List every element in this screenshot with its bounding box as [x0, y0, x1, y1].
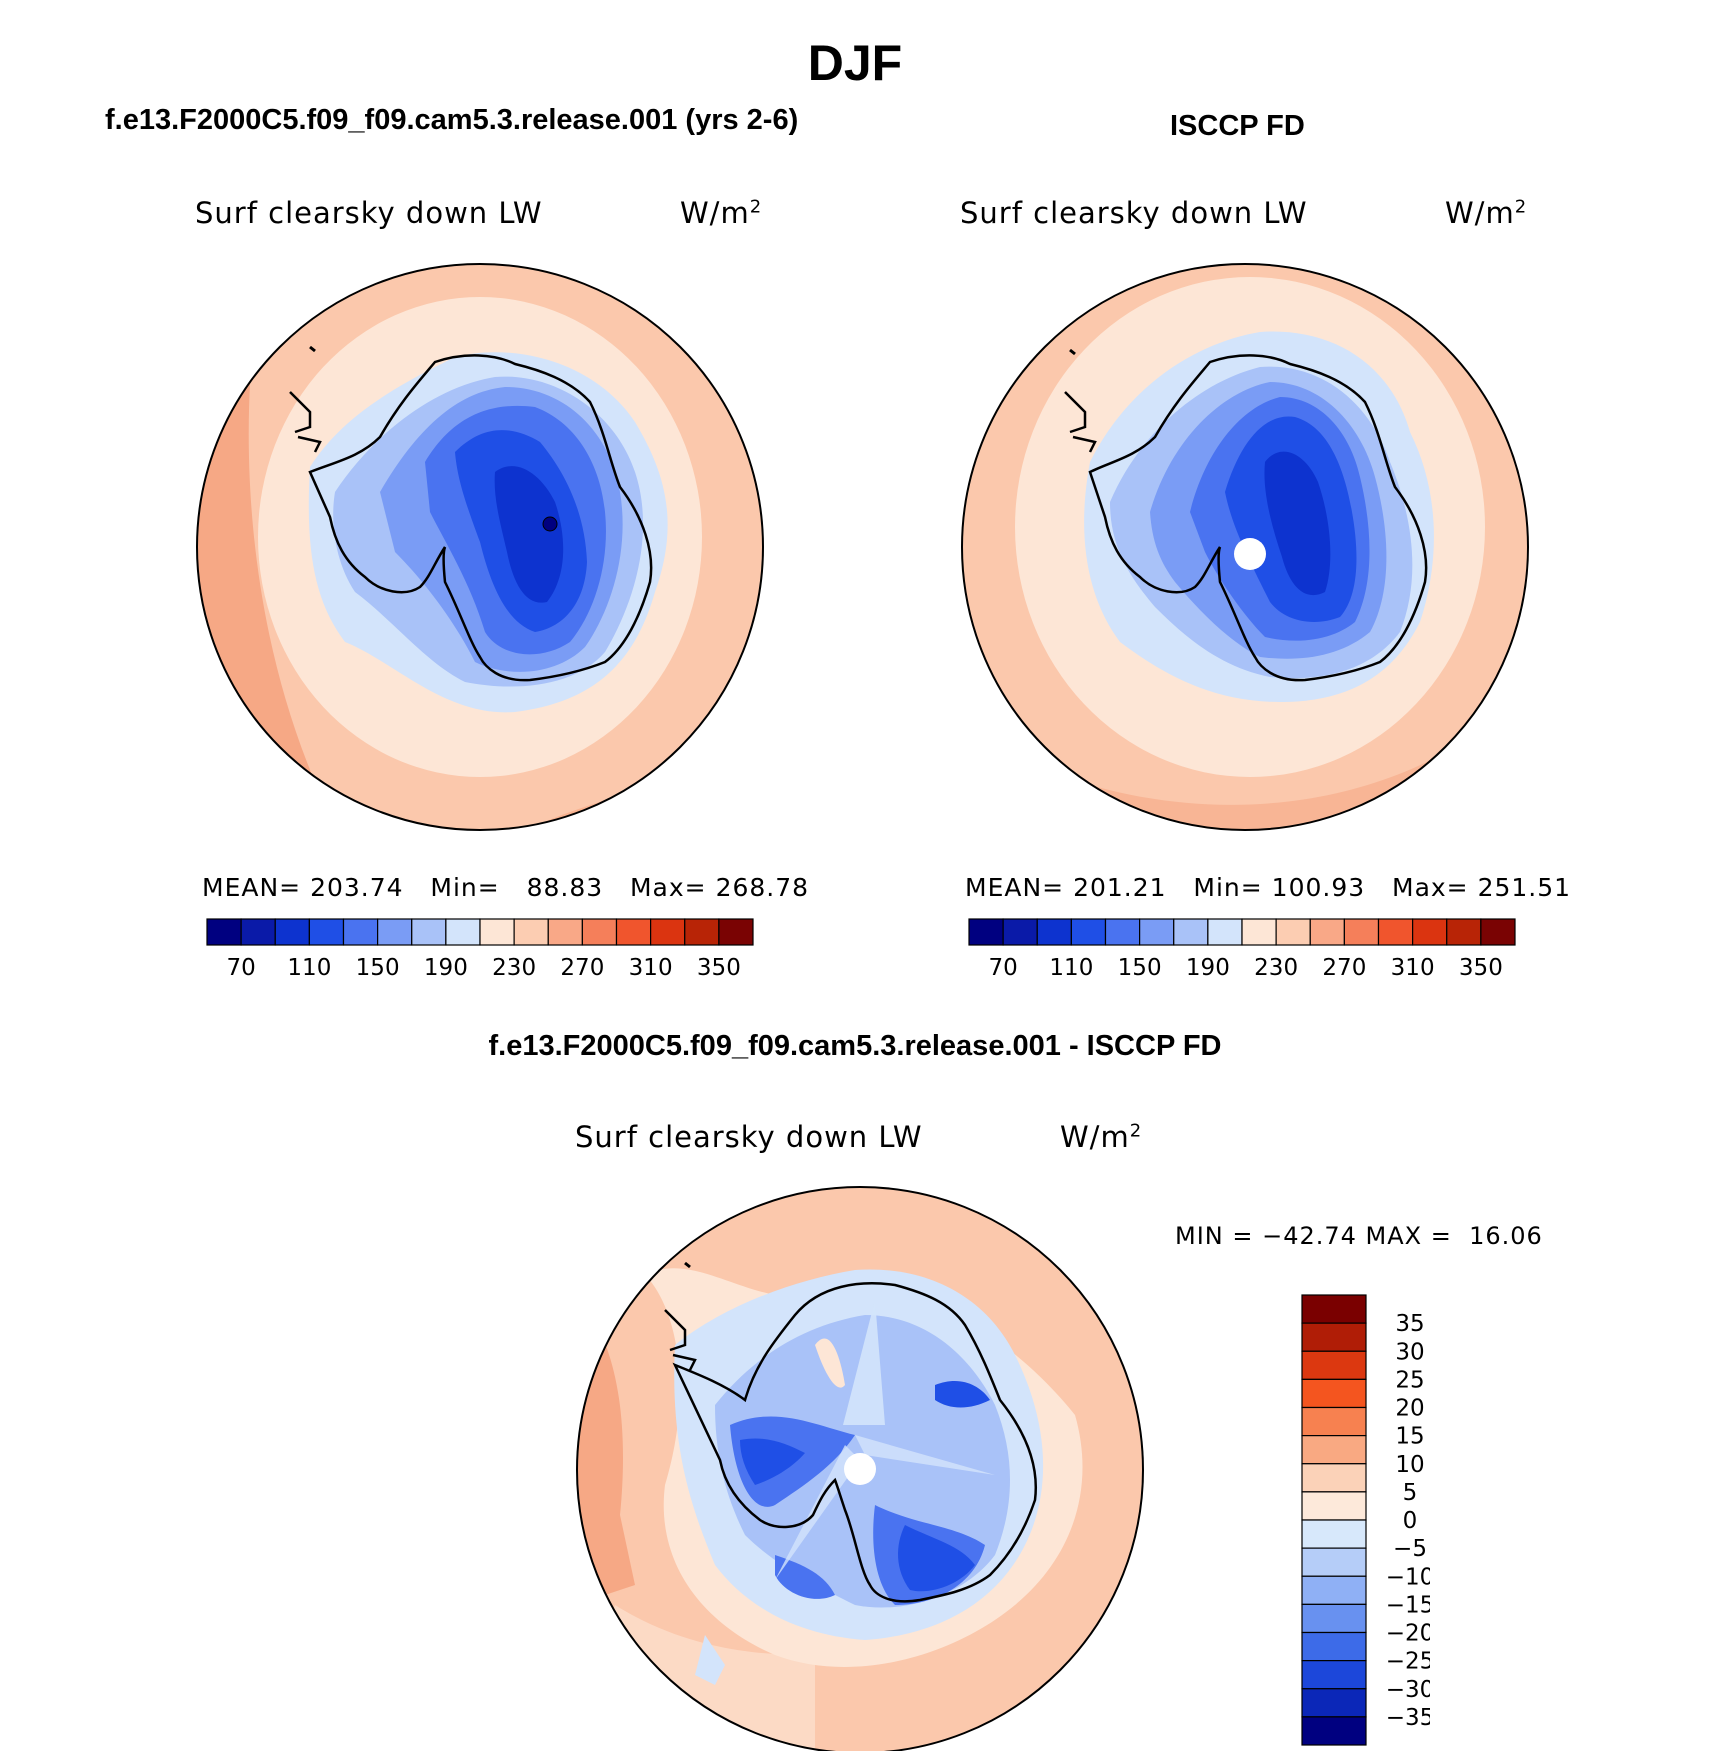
colorbar-swatch	[1412, 918, 1448, 946]
obs-panel-title: ISCCP FD	[1170, 110, 1305, 142]
colorbar-swatch	[1301, 1716, 1367, 1746]
colorbar-swatch	[1241, 918, 1277, 946]
colorbar-tick-label: 270	[1322, 955, 1366, 981]
colorbar-tick-label: 20	[1395, 1396, 1424, 1422]
colorbar-swatch	[581, 918, 618, 946]
obs-variable-label: Surf clearsky down LW	[960, 196, 1308, 230]
colorbar-swatch	[684, 918, 720, 946]
model-panel-title: f.e13.F2000C5.f09_f09.cam5.3.release.001…	[105, 104, 799, 136]
colorbar-tick-label: 310	[629, 955, 673, 981]
colorbar-tick-label: −20	[1386, 1621, 1430, 1647]
colorbar-tick-label: 10	[1395, 1452, 1424, 1478]
colorbar-swatch	[342, 918, 379, 946]
colorbar-tick-label: 230	[1254, 955, 1298, 981]
colorbar-swatch	[377, 918, 413, 946]
colorbar-tick-label: 70	[988, 955, 1017, 981]
colorbar-tick-label: 70	[226, 955, 255, 981]
colorbar-tick-label: 30	[1395, 1339, 1424, 1365]
colorbar-tick-label: 190	[1186, 955, 1230, 981]
colorbar-tick-label: 350	[1459, 955, 1503, 981]
colorbar-tick-label: 110	[1049, 955, 1093, 981]
colorbar-swatch	[206, 918, 242, 946]
colorbar-swatch	[240, 918, 276, 946]
colorbar-swatch	[1275, 918, 1311, 946]
colorbar-tick-label: −25	[1386, 1649, 1430, 1675]
obs-polar-map	[961, 263, 1529, 831]
obs-colorbar: 70 110 150 190 230 270 310 350	[968, 918, 1516, 981]
colorbar-swatch	[1301, 1491, 1367, 1521]
colorbar-tick-label: 270	[560, 955, 604, 981]
colorbar-tick-label: 190	[424, 955, 468, 981]
model-colorbar: 70 110 150 190 230 270 310 350	[206, 918, 754, 981]
diff-variable-label: Surf clearsky down LW	[575, 1120, 923, 1154]
colorbar-swatch	[411, 918, 447, 946]
obs-stats: MEAN= 201.21 Min= 100.93 Max= 251.51	[965, 873, 1572, 902]
colorbar-swatch	[1301, 1406, 1367, 1437]
colorbar-tick-label: 15	[1395, 1424, 1424, 1450]
colorbar-swatch	[479, 918, 515, 946]
model-stats: MEAN= 203.74 Min= 88.83 Max= 268.78	[202, 873, 810, 902]
colorbar-tick-label: −15	[1386, 1592, 1430, 1618]
diff-minmax: MIN = −42.74 MAX = 16.06	[1175, 1222, 1543, 1250]
colorbar-tick-label: 350	[697, 955, 741, 981]
colorbar-swatch	[615, 918, 652, 946]
model-variable-label: Surf clearsky down LW	[195, 196, 543, 230]
colorbar-tick-label: 150	[356, 955, 400, 981]
colorbar-tick-label: 150	[1118, 955, 1162, 981]
diff-polar-map	[576, 1186, 1144, 1751]
colorbar-tick-label: 0	[1403, 1508, 1418, 1534]
colorbar-tick-label: −30	[1386, 1677, 1430, 1703]
obs-units-label: W/m2	[1445, 196, 1528, 230]
colorbar-swatch	[1446, 918, 1482, 946]
colorbar-swatch	[1173, 918, 1209, 946]
model-units-label: W/m2	[680, 196, 763, 230]
colorbar-swatch	[1343, 918, 1380, 946]
colorbar-swatch	[1301, 1603, 1367, 1634]
colorbar-swatch	[968, 918, 1004, 946]
colorbar-swatch	[1301, 1322, 1367, 1352]
colorbar-swatch	[1309, 918, 1345, 946]
diff-units-label: W/m2	[1060, 1120, 1143, 1154]
model-polar-map	[196, 263, 764, 831]
colorbar-swatch	[308, 918, 345, 946]
colorbar-swatch	[547, 918, 583, 946]
colorbar-swatch	[1301, 1631, 1367, 1662]
colorbar-swatch	[1002, 918, 1038, 946]
colorbar-swatch	[650, 918, 686, 946]
colorbar-swatch	[1301, 1463, 1367, 1493]
colorbar-swatch	[1301, 1688, 1367, 1718]
colorbar-swatch	[1301, 1660, 1367, 1690]
colorbar-swatch	[1036, 918, 1072, 946]
diff-panel-title: f.e13.F2000C5.f09_f09.cam5.3.release.001…	[488, 1030, 1222, 1062]
colorbar-tick-label: −10	[1386, 1564, 1430, 1590]
colorbar-tick-label: 35	[1395, 1311, 1424, 1337]
colorbar-tick-label: 310	[1391, 955, 1435, 981]
colorbar-swatch	[1301, 1350, 1367, 1380]
colorbar-swatch	[1480, 918, 1516, 946]
colorbar-swatch	[513, 918, 549, 946]
colorbar-swatch	[1207, 918, 1243, 946]
colorbar-swatch	[718, 918, 754, 946]
colorbar-swatch	[1301, 1435, 1367, 1465]
colorbar-swatch	[445, 918, 481, 946]
season-title: DJF	[807, 35, 903, 91]
colorbar-swatch	[1139, 918, 1175, 946]
colorbar-swatch	[1301, 1547, 1367, 1577]
colorbar-swatch	[1301, 1519, 1367, 1549]
colorbar-tick-label: 5	[1403, 1480, 1418, 1506]
colorbar-swatch	[1377, 918, 1414, 946]
colorbar-tick-label: −5	[1393, 1536, 1427, 1562]
colorbar-tick-label: 110	[287, 955, 331, 981]
colorbar-swatch	[1070, 918, 1107, 946]
colorbar-tick-label: −35	[1386, 1705, 1430, 1731]
colorbar-swatch	[274, 918, 310, 946]
colorbar-swatch	[1104, 918, 1141, 946]
colorbar-swatch	[1301, 1294, 1367, 1324]
colorbar-swatch	[1301, 1378, 1367, 1409]
colorbar-swatch	[1301, 1575, 1367, 1605]
colorbar-tick-label: 230	[492, 955, 536, 981]
colorbar-tick-label: 25	[1395, 1367, 1424, 1393]
